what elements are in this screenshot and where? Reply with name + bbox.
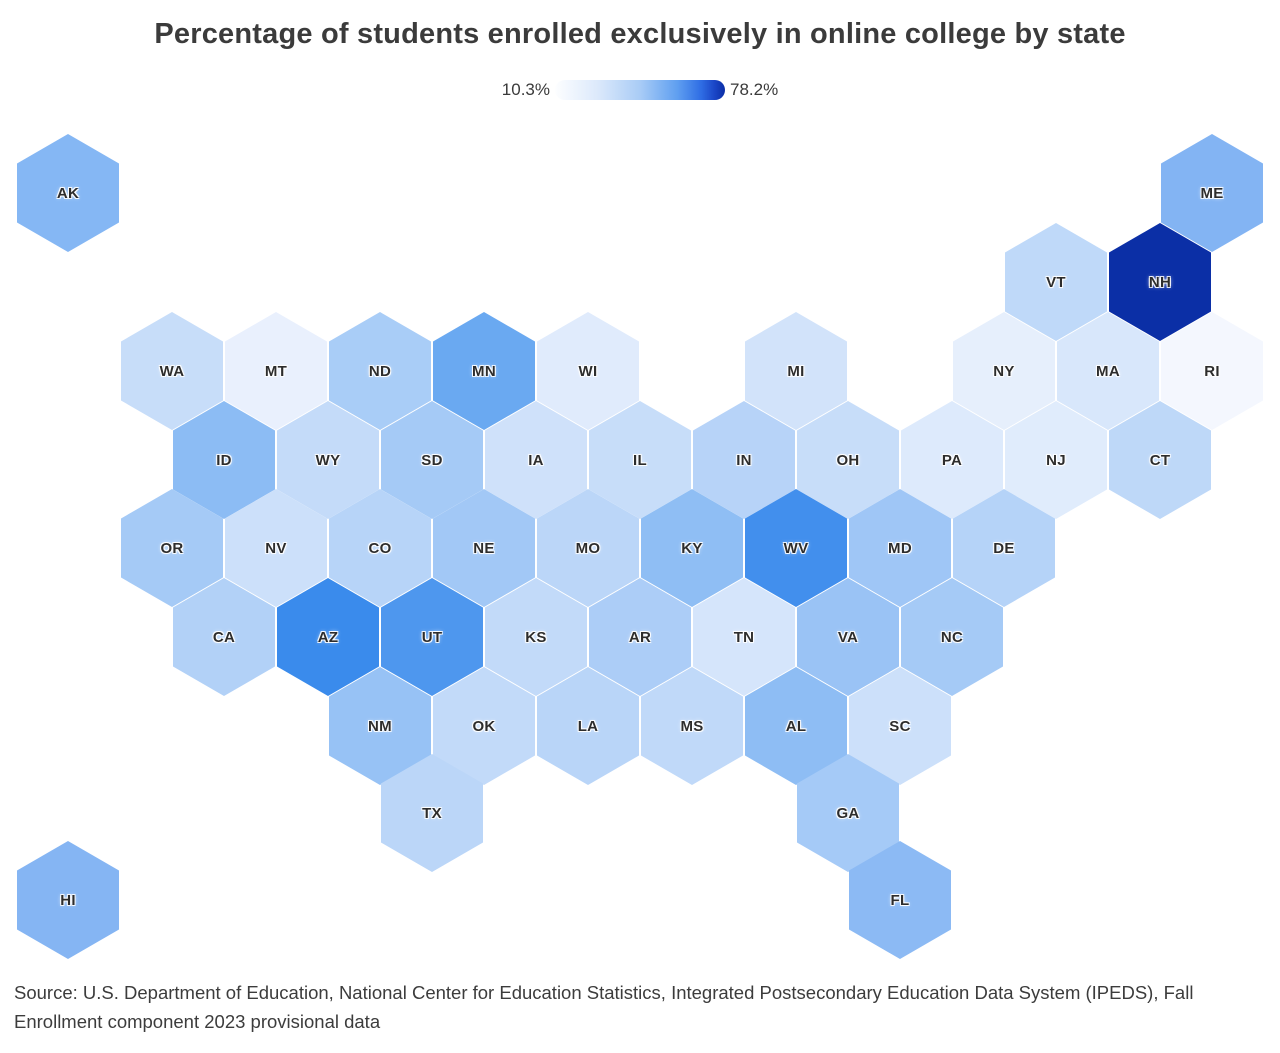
state-label: UT [421,628,443,646]
source-note: Source: U.S. Department of Education, Na… [14,982,1194,1032]
state-label: HI [60,891,76,909]
state-label: AR [628,628,652,646]
state-label: NY [993,362,1015,380]
legend-min-label: 10.3% [501,80,550,99]
state-hex-AL[interactable]: AL [745,667,847,785]
state-label: GA [836,804,860,822]
state-label: NV [265,539,287,557]
state-label: WA [159,362,185,380]
state-label: NH [1148,273,1172,291]
state-label: AL [785,717,807,735]
state-hex-NC[interactable]: NC [901,578,1003,696]
state-label: MO [575,539,601,557]
state-hex-MS[interactable]: MS [641,667,743,785]
state-hex-TN[interactable]: TN [693,578,795,696]
state-label: CT [1149,451,1171,469]
page-title: Percentage of students enrolled exclusiv… [154,18,1126,50]
state-hex-UT[interactable]: UT [381,578,483,696]
state-label: WV [783,539,809,557]
state-label: TN [733,628,755,646]
legend-gradient-bar [555,80,725,100]
state-label: KS [525,628,547,646]
state-label: MS [680,717,704,735]
state-hex-VA[interactable]: VA [797,578,899,696]
state-label: AZ [317,628,339,646]
state-label: IA [528,451,544,469]
state-label: MA [1096,362,1120,380]
state-label: VT [1046,273,1066,291]
state-label: MD [888,539,912,557]
state-hex-ME[interactable]: ME [1161,134,1263,252]
state-label: TX [422,804,442,822]
state-label: IL [633,451,647,469]
state-label: WY [315,451,341,469]
state-label: WI [578,362,598,380]
state-hex-AZ[interactable]: AZ [277,578,379,696]
state-hex-AK[interactable]: AK [17,134,119,252]
state-label: IN [736,451,752,469]
state-label: MI [787,362,805,380]
state-label: NJ [1046,451,1066,469]
state-hex-KS[interactable]: KS [485,578,587,696]
state-label: MN [472,362,496,380]
state-label: AK [56,184,80,202]
state-label: ID [216,451,232,469]
state-label: RI [1204,362,1220,380]
state-label: NC [940,628,964,646]
state-label: OR [160,539,184,557]
state-hex-CA[interactable]: CA [173,578,275,696]
state-label: KY [681,539,703,557]
legend-max-label: 78.2% [730,80,779,99]
state-label: OK [472,717,496,735]
state-hex-TX[interactable]: TX [381,754,483,872]
state-label: NM [368,717,392,735]
state-label: CO [368,539,392,557]
state-hex-GA[interactable]: GA [797,754,899,872]
state-label: NE [473,539,495,557]
state-label: DE [993,539,1015,557]
state-label: PA [941,451,963,469]
state-hex-HI[interactable]: HI [17,841,119,959]
state-label: MT [264,362,288,380]
state-hex-FL[interactable]: FL [849,841,951,959]
state-label: FL [890,891,910,909]
state-label: VA [837,628,859,646]
state-label: OH [836,451,860,469]
state-label: SC [889,717,911,735]
state-label: CA [212,628,236,646]
state-label: ND [368,362,392,380]
state-hex-AR[interactable]: AR [589,578,691,696]
state-label: SD [421,451,443,469]
color-legend: 10.3% 78.2% [0,80,1280,100]
state-label: ME [1200,184,1224,202]
state-hex-LA[interactable]: LA [537,667,639,785]
state-label: LA [577,717,599,735]
